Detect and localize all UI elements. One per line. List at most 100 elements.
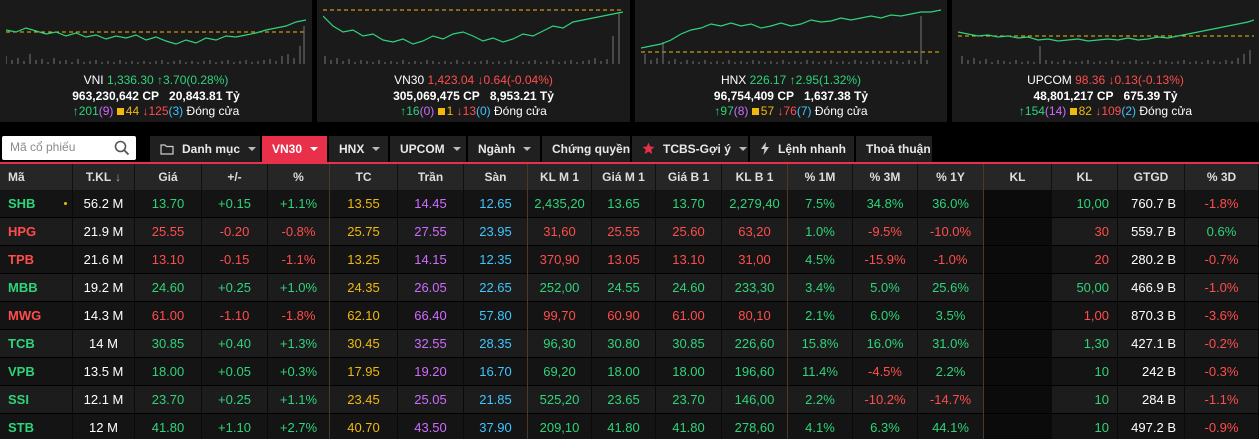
column-header-change-pct[interactable]: % xyxy=(268,164,330,190)
chevron-down-icon xyxy=(738,147,747,151)
market-status: Đóng cửa xyxy=(494,104,547,118)
cell-symbol[interactable]: TCB xyxy=(0,330,73,357)
tab-lenh-nhanh[interactable]: Lệnh nhanh xyxy=(750,136,854,162)
cell-change: +0.05 xyxy=(202,358,268,385)
column-header-pct-1m[interactable]: % 1M xyxy=(788,164,853,190)
cell-change-pct: +0.3% xyxy=(268,358,330,385)
cell-trade-value: 280.2 B xyxy=(1118,246,1185,273)
unchanged-count: 82 xyxy=(1078,104,1092,118)
cell-pct-3d: -0.7% xyxy=(1185,246,1259,273)
table-row[interactable]: TPB 21.6 M 13.10 -0.15 -1.1% 13.25 14.15 12.35 3… xyxy=(0,246,1259,274)
index-panel-hnx[interactable]: HNX 226.17 ↑2.95(1.32%) 96,754,409 CP 1,… xyxy=(635,0,947,122)
cell-change-pct: +1.0% xyxy=(268,274,330,301)
cell-change: +0.25 xyxy=(202,274,268,301)
cell-symbol[interactable]: HPG xyxy=(0,218,73,245)
cell-sell-price-1: 18.00 xyxy=(656,358,722,385)
cell-symbol[interactable]: MWG xyxy=(0,302,73,329)
search-icon[interactable] xyxy=(114,140,130,156)
cell-ceiling: 43.50 xyxy=(398,414,464,439)
index-volume: 305,069,475 CP xyxy=(393,88,480,103)
cell-symbol[interactable]: VPB xyxy=(0,358,73,385)
stock-search-input[interactable] xyxy=(10,140,110,154)
column-header-price[interactable]: Giá xyxy=(135,164,202,190)
cell-volume-a xyxy=(984,330,1052,357)
tab-tcbs-goi-y[interactable]: TCBS-Gợi ý xyxy=(632,136,748,162)
tab-thoa-thuan[interactable]: Thoả thuận xyxy=(856,136,932,162)
column-header-pct-1y[interactable]: % 1Y xyxy=(918,164,984,190)
index-panel-vni[interactable]: VNI 1,336.30 ↑3.70(0.28%) 963,230,642 CP… xyxy=(0,0,312,122)
index-chart-vni xyxy=(6,19,306,64)
column-header-buy-volume-1[interactable]: KL M 1 xyxy=(528,164,592,190)
tab-danh-muc[interactable]: Danh mục xyxy=(150,136,260,162)
table-row[interactable]: HPG 21.9 M 25.55 -0.20 -0.8% 25.75 27.55 23.95 3… xyxy=(0,218,1259,246)
column-header-symbol[interactable]: Mã xyxy=(0,164,73,190)
tab-chung-quyen[interactable]: Chứng quyền xyxy=(542,136,630,162)
tab-nganh[interactable]: Ngành xyxy=(468,136,540,162)
cell-symbol[interactable]: SSI xyxy=(0,386,73,413)
market-status: Đóng cửa xyxy=(1139,104,1193,118)
cell-ceiling: 27.55 xyxy=(398,218,464,245)
column-header-pct-3d[interactable]: % 3D xyxy=(1185,164,1259,190)
column-header-ceiling[interactable]: Trần xyxy=(398,164,464,190)
ceiling-count: (8) xyxy=(733,104,749,118)
cell-buy-volume-1: 99,70 xyxy=(528,302,592,329)
column-header-change[interactable]: +/- xyxy=(202,164,268,190)
column-header-label: % 1M xyxy=(804,170,836,184)
tab-upcom[interactable]: UPCOM xyxy=(390,136,466,162)
tab-vn30[interactable]: VN30 xyxy=(262,136,327,162)
cell-symbol[interactable]: TPB xyxy=(0,246,73,273)
column-header-reference[interactable]: TC xyxy=(330,164,398,190)
cell-buy-volume-1: 370,90 xyxy=(528,246,592,273)
cell-sell-price-1: 13.70 xyxy=(656,190,722,217)
column-header-sell-volume-1[interactable]: KL B 1 xyxy=(722,164,788,190)
table-row[interactable]: VPB 13.5 M 18.00 +0.05 +0.3% 17.95 19.20 16.70 6… xyxy=(0,358,1259,386)
table-row[interactable]: TCB 14 M 30.85 +0.40 +1.3% 30.45 32.55 28.35 96,… xyxy=(0,330,1259,358)
cell-pct-3m: 6.0% xyxy=(853,302,918,329)
cell-pct-1y: 44.1% xyxy=(918,414,984,439)
cell-buy-volume-1: 31,60 xyxy=(528,218,592,245)
cell-volume-b: 1,00 xyxy=(1052,302,1118,329)
tab-hnx[interactable]: HNX xyxy=(329,136,388,162)
cell-buy-volume-1: 209,10 xyxy=(528,414,592,439)
table-row[interactable]: MWG 14.3 M 61.00 -1.10 -1.8% 62.10 66.40 57.80 9… xyxy=(0,302,1259,330)
index-change: ↓0.64(-0.04%) xyxy=(477,73,553,87)
index-panel-upcom[interactable]: UPCOM 98.36 ↓0.13(-0.13%) 48,801,217 CP … xyxy=(952,0,1259,122)
column-header-label: Giá B 1 xyxy=(667,170,710,184)
table-row[interactable]: SSI 12.1 M 23.70 +0.25 +1.1% 23.45 25.05 21.85 5… xyxy=(0,386,1259,414)
stock-search[interactable] xyxy=(2,136,136,160)
column-header-volume-b[interactable]: KL xyxy=(1052,164,1118,190)
cell-buy-volume-1: 2,435,20 xyxy=(528,190,592,217)
index-value: 98.36 xyxy=(1075,73,1106,87)
tab-label: VN30 xyxy=(272,142,303,156)
column-header-sell-price-1[interactable]: Giá B 1 xyxy=(656,164,722,190)
cell-buy-volume-1: 525,20 xyxy=(528,386,592,413)
column-header-label: Trần xyxy=(417,170,444,184)
cell-trade-value: 870.3 B xyxy=(1118,302,1185,329)
cell-change: +0.15 xyxy=(202,190,268,217)
tab-label: Chứng quyền xyxy=(552,142,631,156)
column-header-pct-3m[interactable]: % 3M xyxy=(853,164,918,190)
unchanged-count: 44 xyxy=(125,104,140,118)
floor-count: (3) xyxy=(168,104,184,118)
cell-volume-a xyxy=(984,302,1052,329)
table-row[interactable]: MBB 19.2 M 24.60 +0.25 +1.0% 24.35 26.05 22.65 2… xyxy=(0,274,1259,302)
table-row[interactable]: SHB 56.2 M 13.70 +0.15 +1.1% 13.55 14.45 12.65 2… xyxy=(0,190,1259,218)
cell-trade-value: 760.7 B xyxy=(1118,190,1185,217)
cell-symbol[interactable]: MBB xyxy=(0,274,73,301)
column-header-total-volume[interactable]: T.KL ↓ xyxy=(73,164,135,190)
cell-sell-price-1: 24.60 xyxy=(656,274,722,301)
column-header-volume-a[interactable]: KL xyxy=(984,164,1052,190)
column-header-label: KL M 1 xyxy=(539,170,580,184)
cell-sell-volume-1: 2,279,40 xyxy=(722,190,788,217)
cell-symbol[interactable]: STB xyxy=(0,414,73,439)
table-row[interactable]: STB 12 M 41.80 +1.10 +2.7% 40.70 43.50 37.90 209… xyxy=(0,414,1259,439)
column-header-floor[interactable]: Sàn xyxy=(464,164,528,190)
column-header-trade-value[interactable]: GTGD xyxy=(1118,164,1185,190)
cell-reference: 23.45 xyxy=(330,386,398,413)
cell-sell-volume-1: 196,60 xyxy=(722,358,788,385)
index-panel-vn30[interactable]: VN30 1,423.04 ↓0.64(-0.04%) 305,069,475 … xyxy=(317,0,630,122)
cell-total-volume: 19.2 M xyxy=(73,274,135,301)
tab-label: Danh mục xyxy=(182,142,241,156)
column-header-buy-price-1[interactable]: Giá M 1 xyxy=(592,164,656,190)
cell-symbol[interactable]: SHB xyxy=(0,190,73,217)
